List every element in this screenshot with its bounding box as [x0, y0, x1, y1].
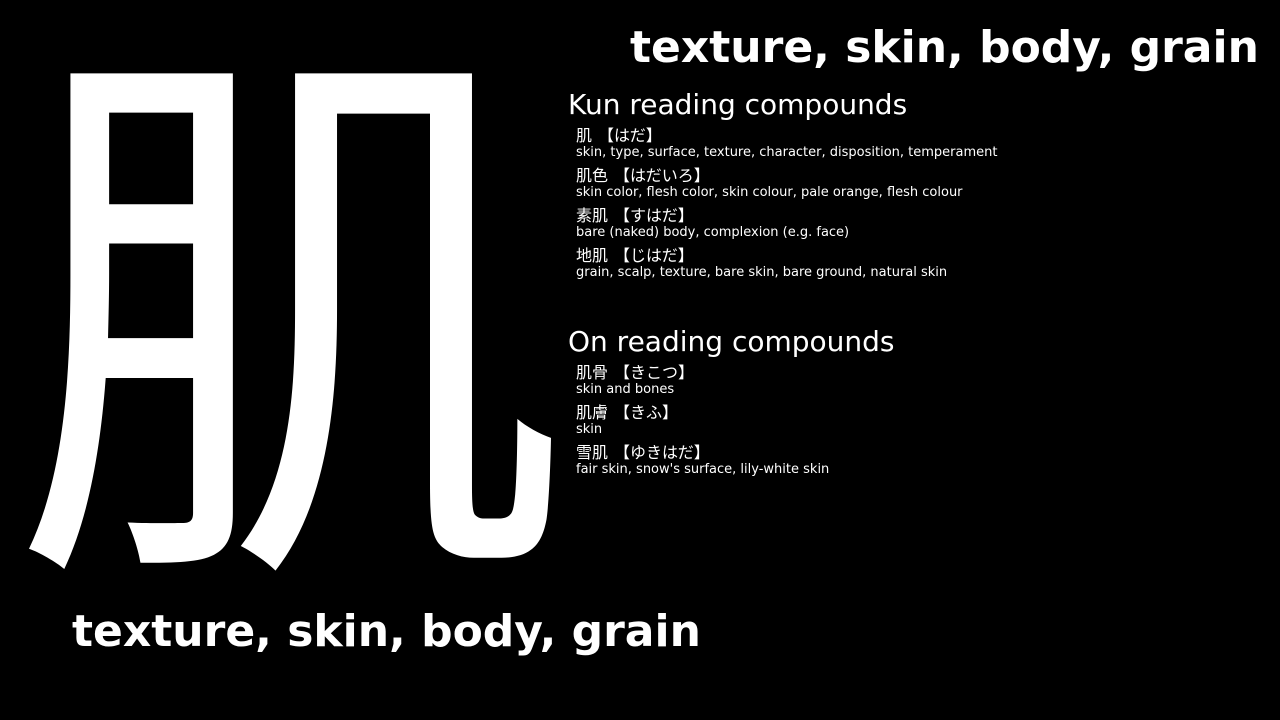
kun-section-heading: Kun reading compounds — [568, 88, 908, 121]
compound-reading: 【じはだ】 — [614, 246, 694, 265]
compound-word: 肌骨 — [576, 363, 609, 382]
kun-compound-entry: 肌【はだ】 skin, type, surface, texture, char… — [576, 127, 1268, 161]
compound-reading: 【はだいろ】 — [614, 166, 710, 185]
meaning-title-bottom: texture, skin, body, grain — [72, 606, 701, 657]
kun-compound-entry: 肌色 【はだいろ】 skin color, flesh color, skin c… — [576, 167, 1268, 201]
compound-word-line: 地肌 【じはだ】 — [576, 247, 1268, 265]
compound-meaning: skin color, flesh color, skin colour, pa… — [576, 185, 963, 200]
compound-meaning: bare (naked) body, complexion (e.g. face… — [576, 225, 850, 240]
main-kanji: 肌 — [10, 30, 570, 630]
on-reading-section: On reading compounds 肌骨 【きこつ】 skin and bo… — [568, 325, 1268, 484]
compound-reading: 【すはだ】 — [614, 206, 694, 225]
kun-reading-section: Kun reading compounds 肌【はだ】 skin, type, … — [568, 88, 1268, 287]
compound-reading: 【ゆきはだ】 — [614, 443, 710, 462]
compound-word: 雪肌 — [576, 443, 609, 462]
compound-meaning: fair skin, snow's surface, lily-white sk… — [576, 462, 830, 477]
compound-word-line: 肌【はだ】 — [576, 127, 1268, 145]
on-compound-entry: 肌骨 【きこつ】 skin and bones — [576, 364, 1268, 398]
compound-word: 肌色 — [576, 166, 609, 185]
compound-word-line: 素肌 【すはだ】 — [576, 207, 1268, 225]
compound-word: 素肌 — [576, 206, 609, 225]
compound-word-line: 肌色 【はだいろ】 — [576, 167, 1268, 185]
compound-reading: 【きふ】 — [614, 403, 679, 422]
compound-word-line: 肌膚 【きふ】 — [576, 404, 1268, 422]
compound-word: 肌 — [576, 126, 593, 145]
meaning-title-top: texture, skin, body, grain — [630, 22, 1259, 73]
compound-word: 肌膚 — [576, 403, 609, 422]
on-section-heading: On reading compounds — [568, 325, 895, 358]
kun-compound-entry: 地肌 【じはだ】 grain, scalp, texture, bare skin… — [576, 247, 1268, 281]
on-compound-entry: 肌膚 【きふ】 skin — [576, 404, 1268, 438]
compound-reading: 【きこつ】 — [614, 363, 695, 382]
compound-meaning: grain, scalp, texture, bare skin, bare g… — [576, 265, 948, 280]
compound-meaning: skin — [576, 422, 603, 437]
compound-reading: 【はだ】 — [598, 126, 662, 145]
on-compound-entry: 雪肌 【ゆきはだ】 fair skin, snow's surface, lily… — [576, 444, 1268, 478]
compound-word: 地肌 — [576, 246, 609, 265]
kun-compound-entry: 素肌 【すはだ】 bare (naked) body, complexion (e… — [576, 207, 1268, 241]
compound-meaning: skin, type, surface, texture, character,… — [576, 145, 998, 160]
compound-word-line: 雪肌 【ゆきはだ】 — [576, 444, 1268, 462]
compound-meaning: skin and bones — [576, 382, 675, 397]
compound-word-line: 肌骨 【きこつ】 — [576, 364, 1268, 382]
